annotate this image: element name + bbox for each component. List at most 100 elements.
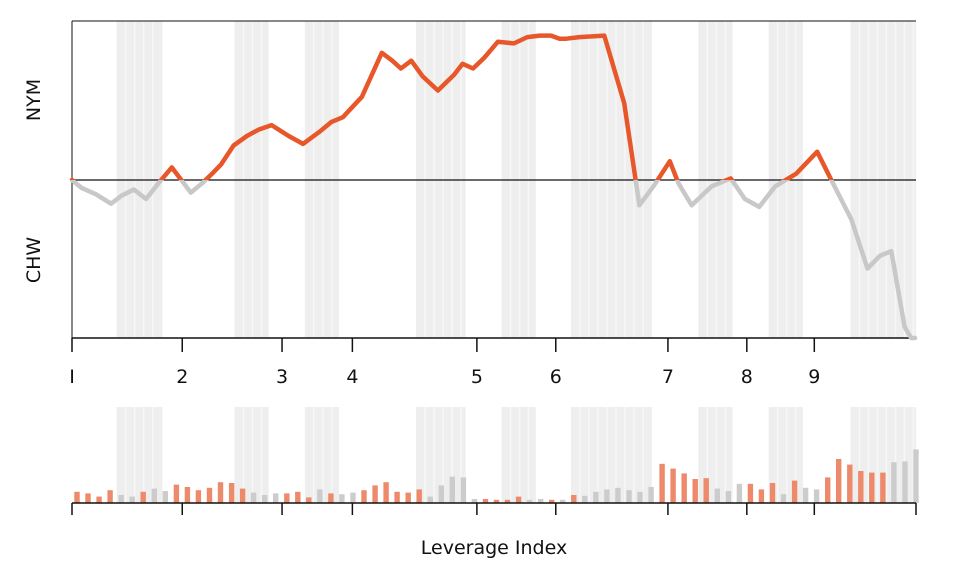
bar xyxy=(858,471,864,503)
bar xyxy=(681,473,687,503)
bar xyxy=(880,472,886,503)
series-line-above-baseline xyxy=(69,33,834,180)
bar xyxy=(427,496,433,503)
bottom-panel xyxy=(71,407,919,515)
bar xyxy=(549,499,555,503)
bar xyxy=(140,491,146,503)
bar xyxy=(339,494,345,503)
bar xyxy=(129,496,135,503)
top-panel: I 2 3 4 5 6 7 8 9 xyxy=(69,20,918,388)
x-tick-label: I xyxy=(69,366,75,388)
bar xyxy=(769,483,776,503)
bar xyxy=(538,499,544,503)
bar xyxy=(802,487,809,503)
y-axis-label-bottom: CHW xyxy=(23,237,45,284)
x-axis-tick-labels: I 2 3 4 5 6 7 8 9 xyxy=(69,366,820,388)
bar xyxy=(372,485,378,503)
bar xyxy=(239,488,246,503)
bar xyxy=(515,496,522,503)
bar xyxy=(206,487,213,503)
bar xyxy=(692,479,698,503)
bar xyxy=(416,489,422,503)
bar xyxy=(284,493,290,503)
bar xyxy=(295,491,301,503)
bar xyxy=(118,495,124,503)
bar xyxy=(791,480,798,503)
bar xyxy=(659,463,665,503)
bar xyxy=(394,491,400,503)
bar xyxy=(471,499,478,503)
bar xyxy=(526,499,533,503)
bar xyxy=(593,491,599,503)
bar-series xyxy=(74,449,919,503)
bar xyxy=(449,476,455,503)
shaded-band xyxy=(570,407,652,503)
bar xyxy=(361,490,367,503)
bar xyxy=(504,499,511,503)
y-axis-label-top: NYM xyxy=(23,79,45,121)
bar xyxy=(151,488,157,503)
bar xyxy=(847,464,853,503)
bar xyxy=(648,487,654,503)
x-tick-label: 2 xyxy=(176,366,188,388)
bar xyxy=(173,484,180,503)
x-axis-ticks xyxy=(71,338,816,352)
bar xyxy=(714,488,720,503)
x-tick-label: 5 xyxy=(471,366,483,388)
bar xyxy=(74,491,80,503)
bar xyxy=(217,482,224,503)
bar xyxy=(107,490,113,503)
bar xyxy=(438,485,444,503)
bar xyxy=(350,492,356,503)
bar xyxy=(670,468,676,503)
bar xyxy=(493,499,500,503)
x-tick-label: 9 xyxy=(808,366,820,388)
x-tick-label: 6 xyxy=(550,366,562,388)
bar xyxy=(736,483,743,503)
bottom-x-axis-ticks xyxy=(71,503,917,515)
bar xyxy=(482,499,489,503)
bar xyxy=(460,477,467,503)
shaded-band xyxy=(304,407,340,503)
shaded-band xyxy=(116,407,163,503)
x-axis-title: Leverage Index xyxy=(421,537,567,559)
shaded-band xyxy=(501,407,536,503)
bar xyxy=(228,483,235,503)
bar xyxy=(383,482,389,503)
bar xyxy=(582,495,588,503)
bar xyxy=(758,489,765,503)
bar xyxy=(571,495,577,503)
bar xyxy=(825,477,831,503)
x-tick-label: 3 xyxy=(276,366,288,388)
bar xyxy=(328,493,334,503)
bar xyxy=(703,478,709,503)
bar xyxy=(813,489,820,503)
bar xyxy=(162,491,168,503)
bar xyxy=(913,449,919,503)
bar xyxy=(85,493,91,503)
x-tick-label: 4 xyxy=(346,366,358,388)
bar xyxy=(902,461,908,503)
bar xyxy=(725,491,731,503)
shaded-band xyxy=(234,407,269,503)
bar xyxy=(405,492,411,503)
bar xyxy=(273,493,279,503)
bar xyxy=(747,483,754,503)
x-tick-label: 8 xyxy=(741,366,753,388)
bar xyxy=(626,490,632,503)
series-line-below-baseline xyxy=(69,180,918,341)
bar xyxy=(184,487,191,503)
bar xyxy=(317,489,323,503)
bar xyxy=(250,492,257,503)
bar xyxy=(615,487,621,503)
bar xyxy=(780,494,787,503)
bar xyxy=(836,459,842,503)
bar xyxy=(891,462,897,503)
bar xyxy=(604,489,610,503)
bar xyxy=(560,499,566,503)
bar xyxy=(869,472,875,503)
bar xyxy=(96,496,102,503)
x-tick-label: 7 xyxy=(662,366,674,388)
bar xyxy=(262,495,268,503)
